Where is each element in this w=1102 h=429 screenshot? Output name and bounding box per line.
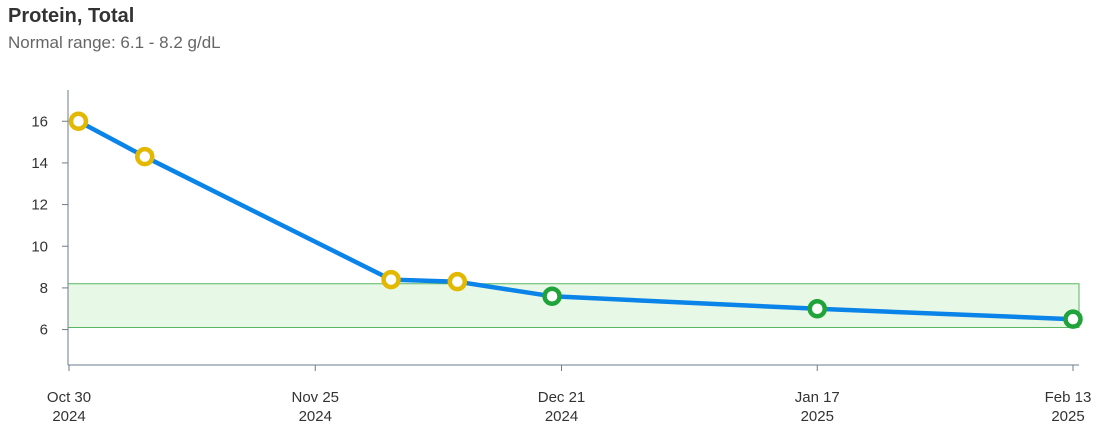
y-tick-label: 12 (31, 197, 48, 214)
data-point[interactable] (447, 271, 468, 292)
y-tick-label: 16 (31, 113, 48, 130)
y-tick-label: 14 (31, 155, 48, 172)
y-tick-label: 8 (40, 280, 48, 297)
y-tick-label: 10 (31, 238, 48, 255)
x-tick-label-date: Nov 25 (291, 389, 339, 406)
x-tick-label-year: 2024 (299, 408, 332, 425)
normal-range-band (67, 283, 1080, 328)
x-tick-label-date: Feb 13 (1045, 389, 1092, 406)
x-tick-label-year: 2024 (52, 408, 85, 425)
x-tick-label-year: 2025 (801, 408, 834, 425)
y-tick-label: 6 (40, 322, 48, 339)
x-tick-label-year: 2024 (545, 408, 578, 425)
data-point[interactable] (1063, 309, 1083, 329)
data-point[interactable] (807, 299, 828, 319)
x-tick-label-date: Dec 21 (538, 389, 586, 406)
x-tick-label-date: Jan 17 (795, 389, 840, 406)
data-point[interactable] (542, 286, 562, 306)
x-tick-label-year: 2025 (1051, 408, 1084, 425)
x-tick-label-date: Oct 30 (47, 389, 91, 406)
data-point[interactable] (68, 111, 89, 131)
data-point[interactable] (381, 269, 401, 290)
chart-title: Protein, Total (8, 5, 135, 27)
chart-subtitle: Normal range: 6.1 - 8.2 g/dL (8, 33, 221, 52)
data-point[interactable] (135, 146, 155, 167)
